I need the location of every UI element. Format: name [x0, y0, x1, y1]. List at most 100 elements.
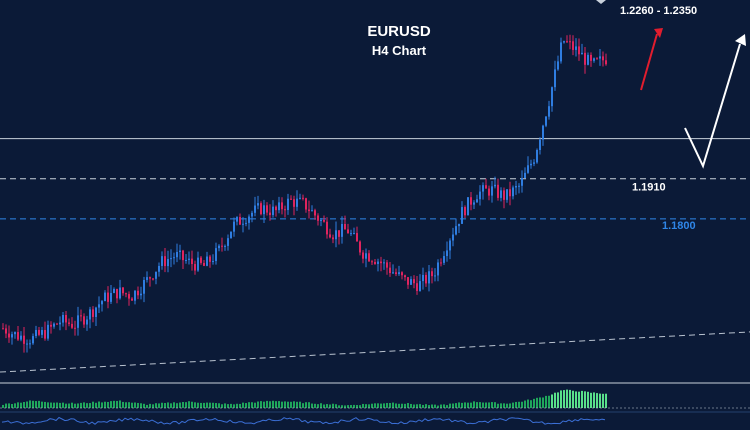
histogram-bar: [17, 402, 19, 408]
histogram-bar: [434, 404, 436, 408]
histogram-bar: [482, 402, 484, 408]
histogram-bar: [2, 404, 4, 408]
candle-body: [587, 54, 589, 65]
histogram-bar: [176, 403, 178, 408]
histogram-bar: [95, 402, 97, 408]
candle-body: [269, 212, 271, 216]
histogram-bar: [356, 405, 358, 408]
candle-body: [119, 287, 121, 299]
candle-body: [353, 233, 355, 235]
candle-body: [392, 272, 394, 274]
candle-body: [368, 253, 370, 262]
histogram-bar: [593, 392, 595, 408]
histogram-bar: [524, 400, 526, 408]
histogram-bar: [77, 403, 79, 408]
histogram-bar: [602, 393, 604, 408]
histogram-bar: [428, 405, 430, 408]
candle-body: [569, 41, 571, 43]
candle-body: [65, 315, 67, 323]
candle-body: [95, 307, 97, 317]
candle-body: [494, 184, 496, 187]
histogram-bar: [167, 402, 169, 408]
candle-body: [113, 288, 115, 293]
oscillator-line: [1, 416, 606, 425]
candle-body: [251, 212, 253, 217]
candle-body: [551, 87, 553, 107]
histogram-bar: [29, 400, 31, 408]
candle-body: [197, 257, 199, 271]
histogram-bar: [404, 403, 406, 408]
candle-body: [431, 271, 433, 277]
histogram-bar: [473, 401, 475, 408]
candle-body: [410, 279, 412, 285]
histogram-bar: [467, 402, 469, 408]
histogram-bar: [329, 404, 331, 408]
candle-body: [104, 292, 106, 302]
histogram-bar: [224, 403, 226, 408]
candle-body: [386, 262, 388, 268]
rising-trendline: [0, 331, 750, 373]
candle-body: [83, 316, 85, 325]
histogram-bar: [107, 401, 109, 408]
candle-body: [347, 229, 349, 234]
histogram-bar: [65, 403, 67, 408]
candle-body: [71, 323, 73, 328]
candle-body: [479, 191, 481, 200]
histogram-bar: [371, 403, 373, 408]
histogram-bar: [260, 401, 262, 408]
candlestick-series: [2, 34, 607, 353]
histogram-bar: [200, 402, 202, 408]
histogram-bar: [407, 403, 409, 408]
histogram-bar: [266, 400, 268, 408]
candle-body: [356, 233, 358, 242]
histogram-bar: [338, 405, 340, 408]
histogram-bar: [512, 402, 514, 408]
histogram-bar: [416, 404, 418, 408]
candle-body: [89, 309, 91, 320]
candle-body: [527, 165, 529, 173]
histogram-bar: [545, 395, 547, 408]
histogram-bar: [74, 403, 76, 408]
histogram-bar: [35, 401, 37, 408]
candle-body: [161, 256, 163, 266]
histogram-bar: [515, 401, 517, 408]
histogram-bar: [161, 402, 163, 408]
candle-body: [506, 189, 508, 200]
candle-body: [296, 198, 298, 207]
histogram-bar: [62, 402, 64, 408]
candle-body: [605, 60, 607, 65]
histogram-bar: [572, 390, 574, 408]
candle-body: [578, 46, 580, 55]
candle-body: [464, 207, 466, 216]
candle-body: [5, 328, 7, 334]
candle-body: [422, 274, 424, 282]
histogram-bar: [146, 404, 148, 408]
candle-body: [461, 207, 463, 224]
histogram-bar: [383, 403, 385, 408]
histogram-bar: [164, 402, 166, 408]
target-range-label: 1.2260 - 1.2350: [620, 5, 697, 17]
candle-body: [59, 322, 61, 325]
histogram-bar: [287, 401, 289, 408]
histogram-bar: [44, 401, 46, 408]
histogram-bar: [320, 403, 322, 408]
candle-body: [419, 281, 421, 291]
candle-body: [35, 329, 37, 337]
histogram-bar: [341, 405, 343, 408]
candle-body: [497, 184, 499, 198]
candle-body: [503, 190, 505, 200]
candle-body: [263, 205, 265, 215]
histogram-bar: [191, 401, 193, 408]
histogram-bar: [284, 401, 286, 408]
candle-body: [260, 203, 262, 215]
histogram-bar: [323, 404, 325, 408]
histogram-bar: [422, 404, 424, 408]
histogram-bar: [437, 405, 439, 408]
histogram-bar: [332, 403, 334, 408]
candle-body: [146, 277, 148, 280]
histogram-bar: [353, 404, 355, 408]
histogram-bar: [350, 405, 352, 408]
candle-body: [467, 197, 469, 216]
candle-body: [512, 187, 514, 197]
candle-body: [293, 199, 295, 207]
